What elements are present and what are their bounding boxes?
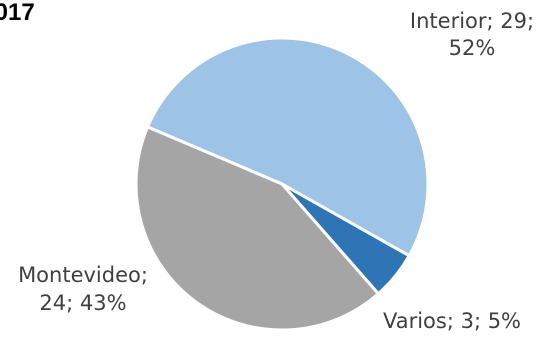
data-label-line: Montevideo; <box>18 263 148 287</box>
data-label-line: 24; 43% <box>39 291 126 315</box>
data-label-line: Varios; 3; 5% <box>383 309 521 333</box>
pie-slices <box>134 36 430 332</box>
pie-slice-montevideo <box>134 125 380 332</box>
data-label-varios: Varios; 3; 5% <box>383 309 521 333</box>
data-label-line: Interior; 29; <box>410 9 534 33</box>
data-label-interior: Interior; 29; 52% <box>410 9 534 60</box>
data-label-montevideo: Montevideo; 24; 43% <box>18 263 148 315</box>
pie-data-labels: Interior; 29; 52% Varios; 3; 5% Montevideo;… <box>18 9 534 333</box>
chart-title: 2017 <box>0 0 35 26</box>
data-label-line: 52% <box>449 36 496 60</box>
pie-slice-interior <box>146 36 430 258</box>
